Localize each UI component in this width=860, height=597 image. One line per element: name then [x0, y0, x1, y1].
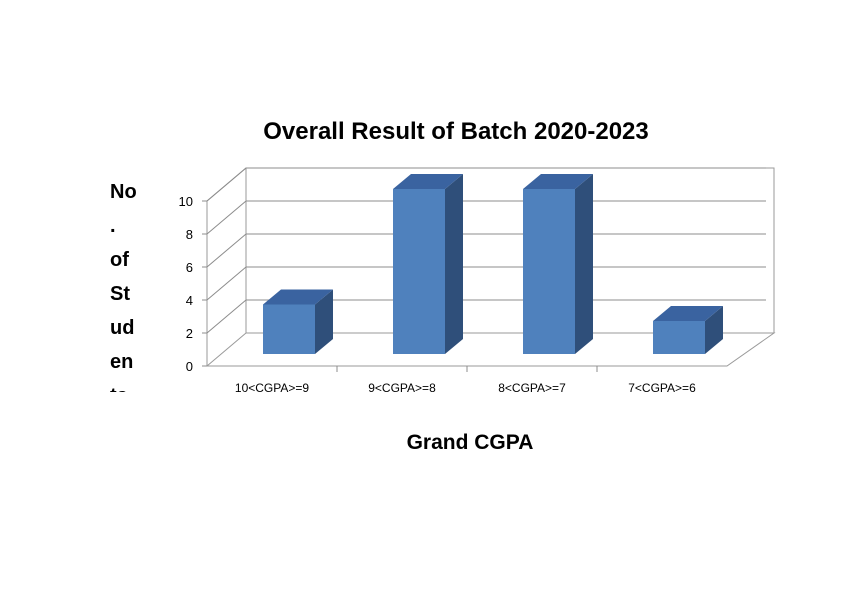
gridline-side: [206, 299, 247, 334]
bar-top: [393, 174, 463, 189]
bar: [393, 174, 463, 354]
bar-front: [393, 189, 445, 354]
x-axis-categories: 10<CGPA>=9 9<CGPA>=8 8<CGPA>=7 7<CGPA>=6: [235, 366, 696, 395]
x-category-label: 7<CGPA>=6: [628, 381, 696, 395]
y-tick-label: 6: [186, 260, 193, 275]
bar-side: [445, 174, 463, 354]
gridline-side: [206, 167, 247, 202]
y-tick-label: 10: [179, 194, 193, 209]
x-category-label: 10<CGPA>=9: [235, 381, 309, 395]
bar-side: [315, 289, 333, 354]
gridline-side: [206, 266, 247, 301]
bar: [523, 174, 593, 354]
chart-title: Overall Result of Batch 2020-2023: [263, 118, 649, 145]
y-tick-label: 4: [186, 293, 193, 308]
bar-top: [263, 289, 333, 305]
y-axis-label-text: No. of St ud en ts: [110, 181, 137, 407]
chart-walls: [205, 167, 776, 367]
gridline-side: [206, 233, 247, 268]
bar: [263, 289, 333, 354]
y-axis-ticks: 0 2 4 6 8 10: [179, 194, 207, 374]
y-tick-label: 2: [186, 326, 193, 341]
bar-top: [653, 306, 723, 321]
bar-front: [653, 321, 705, 354]
bar: [653, 306, 723, 354]
bar-top: [523, 174, 593, 189]
x-axis-label: Grand CGPA: [407, 431, 534, 454]
y-tick-label: 8: [186, 227, 193, 242]
x-category-label: 9<CGPA>=8: [368, 381, 436, 395]
bar-front: [263, 304, 315, 354]
bar-side: [705, 306, 723, 354]
bar-side: [575, 174, 593, 354]
bar-front: [523, 189, 575, 354]
plot-floor: [205, 332, 776, 367]
y-axis-label: No. of St ud en ts: [110, 181, 137, 407]
gridline-side: [206, 200, 247, 235]
bars: [263, 174, 723, 354]
y-tick-label: 0: [186, 359, 193, 374]
x-category-label: 8<CGPA>=7: [498, 381, 566, 395]
